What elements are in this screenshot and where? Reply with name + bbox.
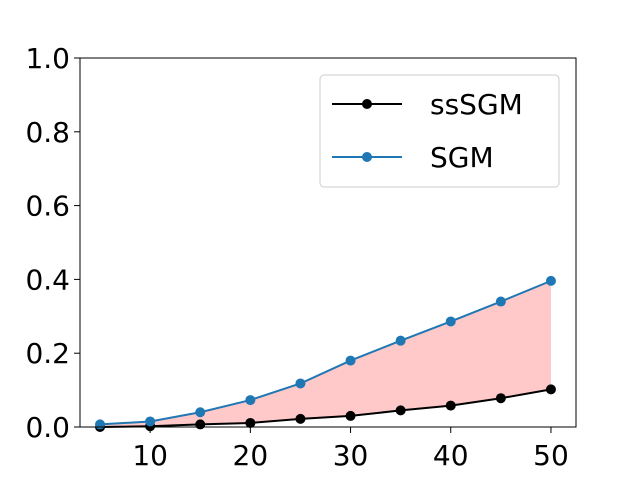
y-tick-label: 1.0 bbox=[25, 42, 70, 75]
data-point-sssgm bbox=[545, 384, 556, 395]
y-tick-label: 0.0 bbox=[25, 411, 70, 444]
x-tick-label: 20 bbox=[233, 439, 269, 472]
legend-label-sgm: SGM bbox=[430, 141, 494, 174]
series-points bbox=[95, 275, 556, 432]
data-point-sssgm bbox=[195, 419, 206, 430]
x-tick-label: 50 bbox=[533, 439, 569, 472]
data-point-sgm bbox=[345, 355, 356, 366]
data-point-sgm bbox=[295, 378, 306, 389]
data-point-sssgm bbox=[295, 413, 306, 424]
data-point-sgm bbox=[95, 419, 106, 430]
legend-marker-sgm bbox=[362, 152, 372, 162]
data-point-sgm bbox=[495, 296, 506, 307]
data-point-sgm bbox=[545, 275, 556, 286]
plot-frame bbox=[79, 57, 577, 428]
data-point-sssgm bbox=[395, 405, 406, 416]
legend-marker-sssgm bbox=[362, 99, 372, 109]
y-tick-label: 0.8 bbox=[25, 116, 70, 149]
data-point-sgm bbox=[445, 316, 456, 327]
fill-between-area bbox=[100, 280, 551, 427]
x-tick-label: 30 bbox=[333, 439, 369, 472]
series-line-sgm bbox=[99, 279, 552, 426]
data-point-sgm bbox=[195, 407, 206, 418]
legend: ssSGM SGM bbox=[319, 74, 560, 188]
data-point-sgm bbox=[145, 416, 156, 427]
data-point-sssgm bbox=[495, 393, 506, 404]
data-point-sgm bbox=[245, 395, 256, 406]
y-tick-label: 0.2 bbox=[25, 337, 70, 370]
data-point-sgm bbox=[395, 335, 406, 346]
series-lines bbox=[99, 279, 552, 428]
x-tick-label: 10 bbox=[132, 439, 168, 472]
y-tick-label: 0.4 bbox=[25, 263, 70, 296]
x-tick-label: 40 bbox=[433, 439, 469, 472]
x-axis: 10 20 30 40 50 bbox=[132, 427, 569, 472]
y-axis: 0.0 0.2 0.4 0.6 0.8 1.0 bbox=[25, 42, 80, 444]
data-point-sssgm bbox=[345, 410, 356, 421]
fill-between-region bbox=[100, 280, 551, 427]
data-point-sssgm bbox=[245, 417, 256, 428]
data-point-sssgm bbox=[445, 400, 456, 411]
y-tick-label: 0.6 bbox=[25, 190, 70, 223]
legend-label-sssgm: ssSGM bbox=[430, 88, 523, 121]
series-line-sssgm bbox=[100, 388, 552, 428]
